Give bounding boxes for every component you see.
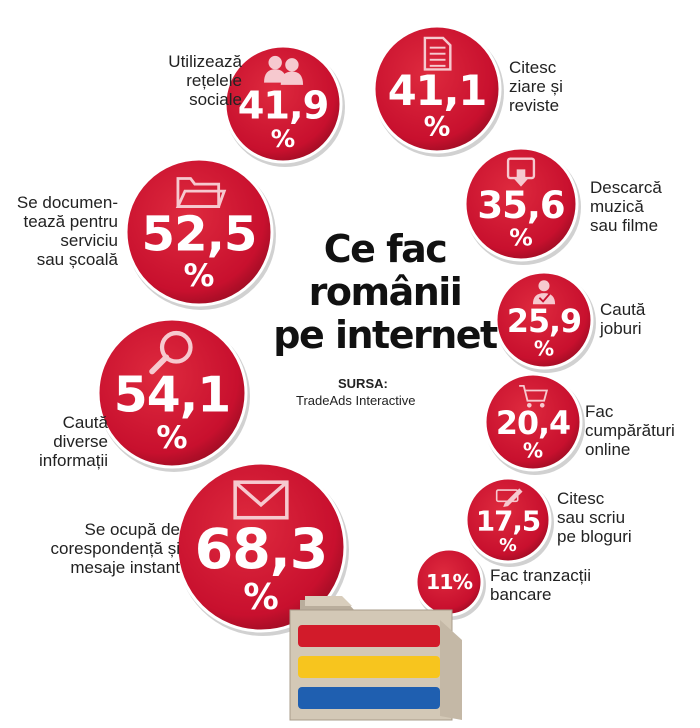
bubble-value: 41,1 [388, 66, 487, 115]
bubble-label: Caută joburi [600, 300, 646, 338]
bubble: 41,9% [223, 44, 345, 167]
folder-flap [440, 620, 462, 720]
bubble-percent: % [509, 223, 533, 251]
bubble-label: Se ocupă de corespondență și mesaje inst… [50, 520, 180, 577]
cart-icon [519, 384, 549, 408]
bubble-percent: % [271, 124, 295, 153]
flag-stripe-blue [298, 687, 440, 709]
bubble: 35,6% [463, 146, 581, 265]
source-label: SURSA: [338, 376, 388, 391]
bubble-circle [463, 146, 579, 262]
bubble-value: 52,5 [142, 206, 257, 262]
bubble-label: Caută diverse informații [39, 413, 108, 470]
bubble-circle [464, 476, 552, 564]
bubble-value: 20,4 [496, 406, 570, 442]
bubble-circle [96, 317, 248, 469]
bubble: 41,1% [372, 24, 504, 157]
bubble: 68,3% [175, 461, 349, 636]
source-name: TradeAds Interactive [296, 393, 416, 408]
chart-title: Ce fac românii pe internet [273, 227, 498, 357]
bubble-label: Descarcă muzică sau filme [590, 178, 662, 235]
bubble-value: 25,9 [507, 304, 581, 340]
bubble-label: Citesc sau scriu pe bloguri [557, 489, 632, 546]
pencil-icon [495, 488, 523, 507]
bubble-percent: % [156, 420, 187, 456]
bubble-circle [372, 24, 502, 154]
bubble: 54,1% [96, 317, 250, 472]
bubble-percent: % [243, 577, 278, 618]
bubble-label: Se documen- tează pentru serviciu sau șc… [16, 193, 118, 269]
person-check-icon [532, 280, 556, 305]
flag-stripe-red [298, 625, 440, 647]
bubble-percent: % [523, 439, 543, 463]
bubble: 17,5% [464, 476, 554, 567]
bubble-value: 41,9 [238, 84, 329, 129]
bubble: 20,4% [483, 372, 585, 475]
bubble: 52,5% [124, 157, 276, 310]
bubble-label: Fac tranzacții bancare [490, 566, 592, 604]
download-icon [506, 157, 536, 187]
magnifier-icon [149, 330, 193, 375]
people-icon [264, 55, 304, 85]
bubble-circle [223, 44, 343, 164]
bubble-value: 68,3 [195, 518, 328, 582]
bubble-percent: % [534, 337, 554, 361]
bubble-label: Utilizează rețelele sociale [168, 52, 242, 109]
bubble: 11% [414, 547, 486, 620]
bubble-circle [483, 372, 583, 472]
flag-folder-illustration [289, 596, 462, 721]
bubble-value: 17,5 [476, 505, 540, 538]
bubble-label: Fac cumpărături online [585, 402, 675, 459]
bubble-percent: % [424, 112, 451, 143]
bubble-percent: % [184, 259, 215, 294]
envelope-icon [233, 480, 289, 520]
bubble-circle [175, 461, 347, 633]
bubble-value: 54,1 [114, 367, 230, 424]
folder-icon [175, 177, 227, 208]
bubble-value: 11% [426, 570, 473, 594]
bubble-circle [494, 270, 594, 370]
bubble-label: Citesc ziare și reviste [509, 58, 563, 115]
bubble-circle [124, 157, 274, 307]
folder-tab [305, 596, 352, 606]
flag-stripe-yellow [298, 656, 440, 678]
bubble-value: 35,6 [477, 184, 564, 227]
bubble: 25,9% [494, 270, 596, 373]
document-icon [423, 36, 452, 71]
bubble-percent: % [499, 536, 517, 556]
